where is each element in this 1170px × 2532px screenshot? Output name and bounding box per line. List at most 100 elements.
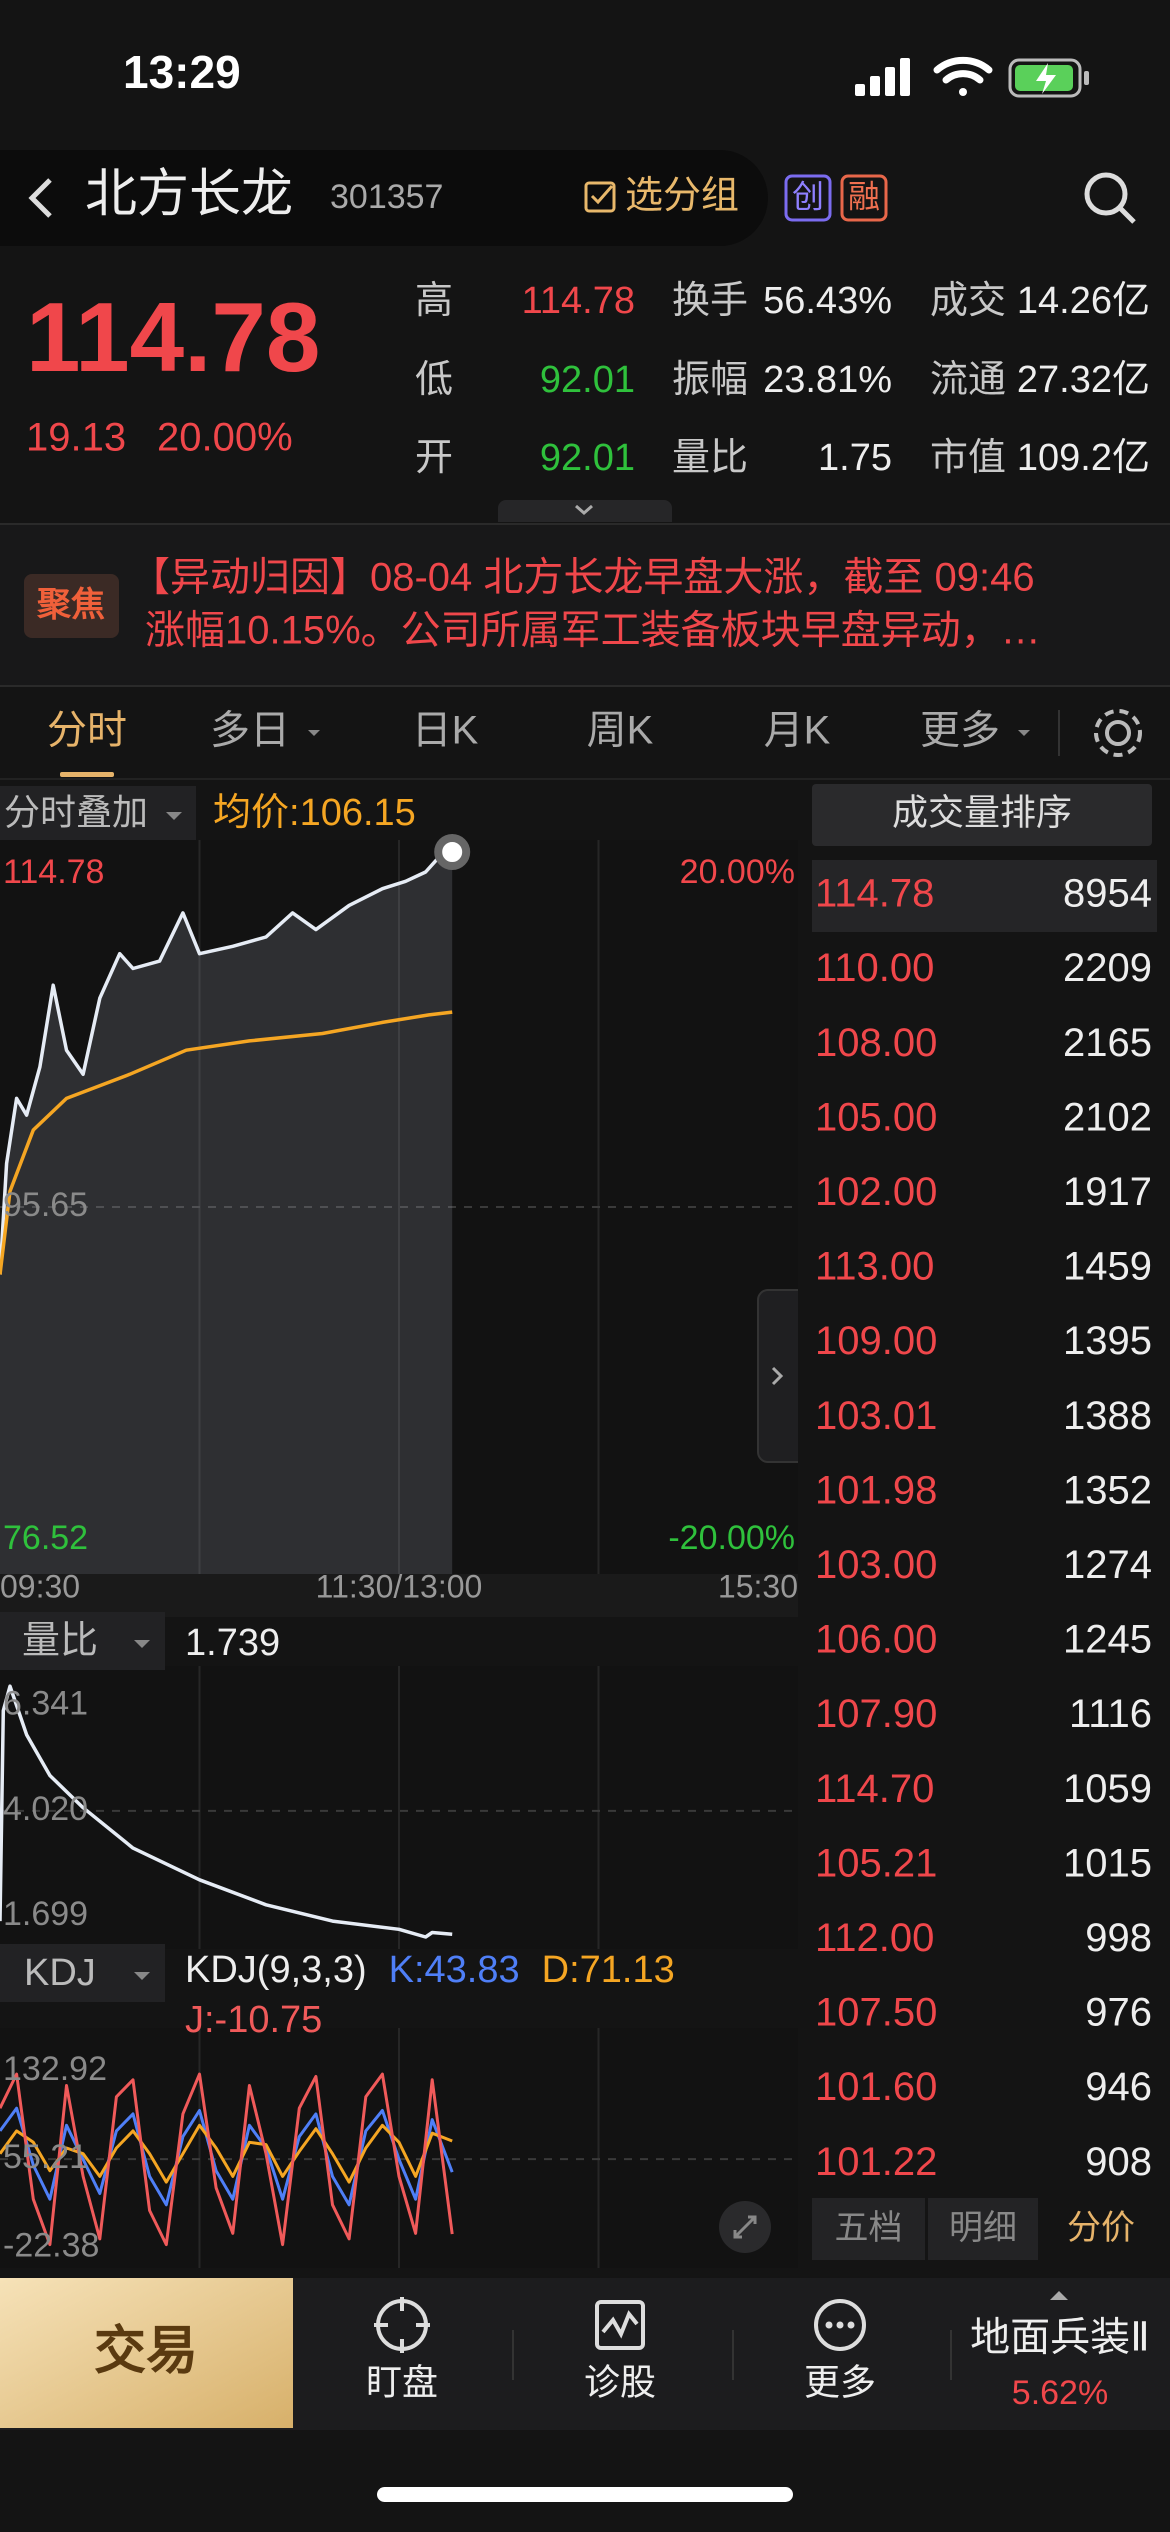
sort-button[interactable] <box>812 784 1152 846</box>
stat-value: 109.2亿 <box>1017 437 1150 479</box>
order-price: 105.00 <box>815 1095 937 1139</box>
stat-value: 92.01 <box>540 359 635 401</box>
order-volume: 1459 <box>1063 1245 1152 1289</box>
order-price: 101.60 <box>815 2065 937 2109</box>
order-price: 109.00 <box>815 1319 937 1363</box>
nav-separator <box>732 2330 734 2380</box>
list-tab-bg <box>812 2198 925 2260</box>
back-button[interactable] <box>28 178 52 218</box>
watch-icon <box>374 2297 430 2353</box>
x-tick-label: 11:30/13:00 <box>316 1568 483 1604</box>
stat-label: 市值 <box>930 437 1006 479</box>
order-price: 102.00 <box>815 1170 937 1214</box>
dropdown-arrow <box>1018 730 1030 736</box>
fullscreen-button[interactable] <box>719 2201 771 2253</box>
volume-ranking: 114.78 8954 110.00 2209 108.00 2165 105.00 2102… <box>812 860 1157 2184</box>
signal-icon <box>855 58 910 96</box>
stock-name: 北方长龙 <box>85 166 293 224</box>
home-indicator <box>377 2487 793 2502</box>
order-volume: 976 <box>1085 1991 1152 2035</box>
y2-tick-label: -20.00% <box>668 1519 795 1557</box>
order-price: 101.22 <box>815 2140 937 2184</box>
news-badge: 聚焦 <box>36 586 105 624</box>
nav-item[interactable]: 诊股 <box>584 2362 656 2403</box>
list-tab[interactable]: 分价 <box>1067 2209 1135 2247</box>
order-volume: 946 <box>1085 2065 1152 2109</box>
price-change-pct: 20.00% <box>157 416 293 460</box>
series-line <box>0 2106 454 2207</box>
stat-label: 流通 <box>930 359 1006 401</box>
settings-button[interactable] <box>1094 709 1142 757</box>
trade-button[interactable] <box>0 2278 293 2428</box>
stat-label: 开 <box>415 437 453 479</box>
stat-value: 114.78 <box>522 280 635 322</box>
overlay-menu-bg[interactable] <box>0 786 196 844</box>
list-tab[interactable]: 五档 <box>835 2209 903 2247</box>
sector-change: 5.62% <box>1012 2374 1108 2412</box>
diagnose-icon <box>595 2300 645 2350</box>
row-highlight <box>812 860 1157 932</box>
news-banner[interactable] <box>0 525 1170 685</box>
y-tick-label: 4.020 <box>3 1790 88 1828</box>
series-line <box>0 1684 453 1939</box>
badge: 融 <box>848 178 880 214</box>
collapse-handle[interactable] <box>757 1289 798 1463</box>
y-tick-label: 95.65 <box>3 1186 88 1224</box>
nav-separator <box>950 2330 952 2380</box>
tab[interactable]: 更多 <box>920 709 1000 753</box>
wifi-icon <box>933 56 993 96</box>
ratio-current: 1.739 <box>185 1622 280 1664</box>
series-line <box>0 1010 453 1275</box>
order-price: 113.00 <box>815 1245 934 1289</box>
stat-label: 量比 <box>672 437 748 479</box>
charts: 76.52 95.65 114.78 -20.00% 20.00% 09:30 11:30/… <box>0 834 798 2268</box>
nav-item[interactable]: 盯盘 <box>366 2362 438 2403</box>
group-button[interactable]: 选分组 <box>584 175 739 217</box>
nav-item[interactable]: 更多 <box>804 2362 876 2403</box>
last-price-dot <box>434 834 471 870</box>
y-tick-label: -22.38 <box>3 2226 99 2264</box>
tab[interactable]: 周K <box>587 709 654 753</box>
order-price: 103.00 <box>815 1543 937 1587</box>
order-price: 105.21 <box>815 1841 937 1885</box>
stat-label: 低 <box>415 359 453 401</box>
period-tabs: 分时 多日 日K 周K 月K 更多 <box>47 709 1030 777</box>
badge: 创 <box>792 178 824 214</box>
list-tabs: 五档 明细 分价 <box>812 2198 1135 2260</box>
nav-separator <box>512 2330 514 2380</box>
kdj-k: K:43.83 <box>389 1949 520 1991</box>
order-volume: 2165 <box>1063 1021 1152 1065</box>
y-tick-label: 6.341 <box>3 1685 88 1723</box>
dropdown-arrow <box>308 730 320 736</box>
x-tick-label: 15:30 <box>718 1568 798 1604</box>
news-line: 【异动归因】08-04 北方长龙早盘大涨，截至 09:46 <box>130 556 1035 600</box>
kdj-menu: KDJ <box>24 1952 96 1994</box>
expand-chevron <box>575 504 593 515</box>
price-area <box>0 852 453 1574</box>
tab[interactable]: 日K <box>412 709 479 753</box>
order-price: 112.00 <box>815 1916 934 1960</box>
collapse-chevron <box>771 1366 784 1386</box>
tab[interactable]: 分时 <box>47 709 127 753</box>
search-button[interactable] <box>1084 172 1136 224</box>
tab[interactable]: 月K <box>764 709 831 753</box>
avg-price: 均价:106.15 <box>213 792 416 834</box>
order-volume: 2209 <box>1063 946 1152 990</box>
series-line <box>0 2072 454 2247</box>
y2-tick-label: 20.00% <box>680 853 795 891</box>
kdj-d: D:71.13 <box>542 1949 675 1991</box>
stat-value: 27.32亿 <box>1017 359 1150 401</box>
list-tab[interactable]: 明细 <box>949 2209 1017 2247</box>
kdj-j: J:-10.75 <box>185 1999 322 2041</box>
order-price: 101.98 <box>815 1468 937 1512</box>
tab[interactable]: 多日 <box>210 709 290 753</box>
order-volume: 1274 <box>1063 1543 1152 1587</box>
sector-name[interactable]: 地面兵装Ⅱ <box>970 2316 1150 2360</box>
x-tick-label: 09:30 <box>0 1568 80 1604</box>
stat-label: 换手 <box>672 280 748 322</box>
divider <box>0 685 1170 687</box>
order-price: 107.90 <box>815 1692 937 1736</box>
